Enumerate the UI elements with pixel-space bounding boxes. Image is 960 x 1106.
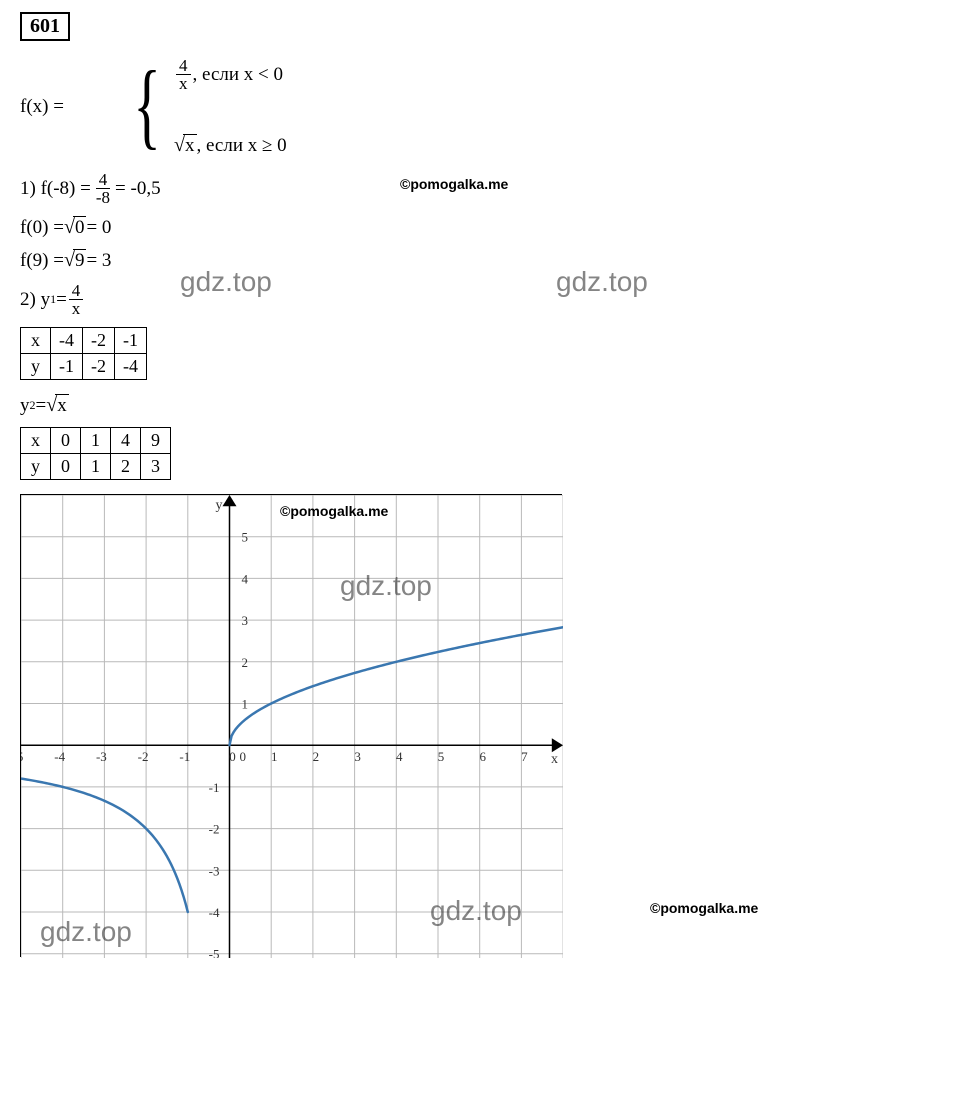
table-1: x-4-2-1y-1-2-4 <box>20 327 147 380</box>
watermark-gdz: gdz.top <box>556 266 648 298</box>
case1-cond: , если x < 0 <box>193 64 283 86</box>
svg-text:1: 1 <box>271 749 278 764</box>
f9r: = 3 <box>86 250 111 272</box>
svg-text:y: y <box>216 498 223 513</box>
svg-text:-4: -4 <box>209 905 220 920</box>
p2a: 2) y <box>20 289 50 311</box>
svg-text:-3: -3 <box>209 863 220 878</box>
part1-line3: f(9) = √9 = 3 <box>20 249 940 272</box>
table-cell: 9 <box>141 428 171 454</box>
svg-text:3: 3 <box>354 749 361 764</box>
table-cell: -2 <box>83 354 115 380</box>
svg-text:5: 5 <box>438 749 445 764</box>
table-cell: 1 <box>81 454 111 480</box>
watermark-pomogalka: ©pomogalka.me <box>400 176 508 192</box>
table-cell: 0 <box>51 454 81 480</box>
svg-text:4: 4 <box>396 749 403 764</box>
p1-label: 1) f(-8) = <box>20 178 91 200</box>
table-cell: y <box>21 454 51 480</box>
piecewise-function: f(x) = { 4 x , если x < 0 √x , если x ≥ … <box>20 57 940 157</box>
svg-text:-1: -1 <box>209 780 220 795</box>
y2a: y <box>20 395 30 417</box>
case1-den: x <box>176 75 191 92</box>
table-cell: 1 <box>81 428 111 454</box>
p1-den: -8 <box>93 189 113 206</box>
svg-text:-4: -4 <box>54 749 65 764</box>
svg-text:0: 0 <box>240 749 247 764</box>
svg-text:-5: -5 <box>21 749 23 764</box>
table-cell: -1 <box>115 328 147 354</box>
y2-label: y2 = √x <box>20 394 940 417</box>
y2b: = <box>36 395 47 417</box>
svg-text:4: 4 <box>242 571 249 586</box>
case1-num: 4 <box>176 57 191 75</box>
f0a: f(0) = <box>20 217 64 239</box>
p2b: = <box>56 289 67 311</box>
watermark-gdz: gdz.top <box>40 916 132 948</box>
watermark-gdz: gdz.top <box>430 895 522 927</box>
svg-text:-5: -5 <box>209 947 220 958</box>
svg-text:x: x <box>551 752 558 767</box>
chart-svg: -5 -4 -3 -2 -1 0 1 2 3 4 5 6 7 -5 -4 -3 -2 -1 1 2 3 4 5 0 x y <box>21 495 563 958</box>
svg-text:7: 7 <box>521 749 528 764</box>
svg-text:-3: -3 <box>96 749 107 764</box>
p2-num: 4 <box>69 282 84 300</box>
svg-text:5: 5 <box>242 530 249 545</box>
table-cell: x <box>21 328 51 354</box>
part2-label: 2) y1 = 4 x <box>20 282 940 317</box>
brace-block: { 4 x , если x < 0 √x , если x ≥ 0 <box>124 57 287 157</box>
table-cell: -1 <box>51 354 83 380</box>
f9-sqrt: 9 <box>73 249 87 272</box>
brace-icon: { <box>133 57 161 157</box>
svg-text:2: 2 <box>242 655 249 670</box>
table-cell: -2 <box>83 328 115 354</box>
case2-cond: , если x ≥ 0 <box>197 135 287 157</box>
part1-line2: f(0) = √0 = 0 <box>20 216 940 239</box>
case2-sqrt: x <box>183 134 197 157</box>
table-cell: 3 <box>141 454 171 480</box>
svg-text:2: 2 <box>313 749 320 764</box>
watermark-gdz: gdz.top <box>180 266 272 298</box>
table-2: x0149 y0123 <box>20 427 171 480</box>
table-cell: 2 <box>111 454 141 480</box>
f0-sqrt: 0 <box>73 216 87 239</box>
svg-text:0: 0 <box>229 749 236 764</box>
case-2: √x , если x ≥ 0 <box>174 134 287 157</box>
svg-text:-2: -2 <box>209 822 220 837</box>
table-cell: 4 <box>111 428 141 454</box>
problem-number: 601 <box>20 12 70 41</box>
table-cell: -4 <box>51 328 83 354</box>
svg-text:-1: -1 <box>179 749 190 764</box>
svg-text:3: 3 <box>242 613 249 628</box>
watermark-gdz: gdz.top <box>340 570 432 602</box>
svg-text:1: 1 <box>242 697 249 712</box>
fx-label: f(x) = <box>20 96 64 118</box>
p1-num: 4 <box>96 171 111 189</box>
watermark-pomogalka: ©pomogalka.me <box>650 900 758 916</box>
table-cell: -4 <box>115 354 147 380</box>
y2-sqrt: x <box>55 394 69 417</box>
case-1: 4 x , если x < 0 <box>174 57 287 92</box>
watermark-pomogalka: ©pomogalka.me <box>280 503 388 519</box>
p1-result: = -0,5 <box>115 178 161 200</box>
f9a: f(9) = <box>20 250 64 272</box>
f0r: = 0 <box>86 217 111 239</box>
svg-text:-2: -2 <box>138 749 149 764</box>
table-cell: x <box>21 428 51 454</box>
p2-den: x <box>69 300 84 317</box>
table-cell: y <box>21 354 51 380</box>
function-chart: -5 -4 -3 -2 -1 0 1 2 3 4 5 6 7 -5 -4 -3 -2 -1 1 2 3 4 5 0 x y <box>20 494 562 957</box>
table-cell: 0 <box>51 428 81 454</box>
svg-text:6: 6 <box>479 749 486 764</box>
